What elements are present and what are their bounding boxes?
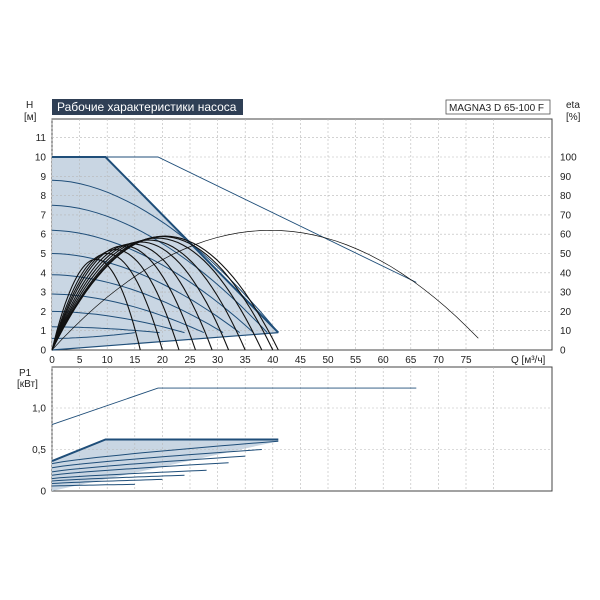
- y-tick-label-left: 7: [40, 210, 46, 221]
- y-axis-label-eta: eta: [566, 100, 580, 111]
- y-tick-label-left: 4: [40, 268, 46, 279]
- efficiency-curve: [51, 252, 163, 351]
- max-head-curve: [52, 156, 417, 283]
- power-plot: 0 0,5 1,0: [32, 366, 553, 498]
- x-tick-label: 5: [77, 355, 83, 366]
- head-curve: [52, 332, 135, 339]
- x-tick-label: 35: [240, 355, 252, 366]
- power-curve: [51, 478, 163, 484]
- power-envelope-outline: [51, 438, 279, 463]
- x-tick-label: 70: [433, 355, 445, 366]
- x-tick-label: 30: [212, 355, 224, 366]
- y-tick-label-right: 30: [560, 288, 572, 299]
- x-tick-label: 60: [378, 355, 390, 366]
- head-curve: [51, 253, 240, 334]
- y-tick-label-right: 90: [560, 172, 572, 183]
- efficiency-curve: [51, 239, 246, 351]
- head-efficiency-plot: 0 5 10 15 20 25 30 35 40 45 50 55 60 65 70 750123456789…: [35, 118, 577, 366]
- efficiency-curve: [51, 237, 263, 351]
- x-tick-label: 25: [184, 355, 196, 366]
- power-curve: [51, 449, 262, 469]
- head-curve: [51, 229, 254, 333]
- efficiency-curve: [51, 258, 141, 351]
- x-tick-label: 45: [295, 355, 307, 366]
- y-tick-label-left: 9: [40, 172, 46, 183]
- y-tick-label-right: 40: [560, 268, 572, 279]
- efficiency-curve: [51, 235, 279, 351]
- power-curve: [51, 483, 135, 487]
- y-tick-label-right: 10: [560, 326, 572, 337]
- x-tick-label: 55: [350, 355, 362, 366]
- title-background: [52, 99, 243, 115]
- power-curve: [51, 455, 246, 473]
- y-axis-unit-p1: [кВт]: [17, 379, 38, 390]
- model-label: MAGNA3 D 65-100 F: [449, 103, 544, 114]
- x-tick-label: 40: [267, 355, 279, 366]
- y-tick-label-left: 0: [40, 346, 46, 357]
- power-curve: [51, 462, 229, 476]
- efficiency-curve: [51, 235, 274, 351]
- y-tick-label-right: 100: [560, 153, 577, 164]
- y-axis-unit-h: [м]: [24, 112, 37, 123]
- power-curve: [51, 440, 279, 465]
- y-tick-label-left: 2: [40, 307, 46, 318]
- efficiency-curve: [51, 249, 180, 351]
- y-tick-label-power: 1,0: [32, 404, 46, 415]
- y-tick-label-right: 70: [560, 210, 572, 221]
- head-curve: [51, 326, 160, 334]
- power-curve: [51, 474, 185, 482]
- model-box: [445, 99, 551, 115]
- chart-title: Рабочие характеристики насоса: [57, 100, 237, 114]
- efficiency-curve: [51, 245, 197, 351]
- x-tick-label: 20: [157, 355, 169, 366]
- head-curve: [51, 179, 279, 333]
- y-tick-label-right: 0: [560, 346, 566, 357]
- max-efficiency-curve: [51, 229, 479, 351]
- y-tick-label-right: 80: [560, 191, 572, 202]
- y-tick-label-left: 11: [36, 133, 47, 144]
- x-tick-label: 75: [460, 355, 472, 366]
- y-tick-label-left: 8: [40, 191, 46, 202]
- y-axis-unit-eta: [%]: [566, 112, 581, 123]
- y-tick-label-power: 0,5: [32, 445, 46, 456]
- x-tick-label: 10: [102, 355, 114, 366]
- y-tick-label-right: 20: [560, 307, 572, 318]
- x-axis-label: Q [м³/ч]: [511, 355, 546, 366]
- y-axis-label-p1: P1: [19, 368, 32, 379]
- y-tick-label-power: 0: [40, 487, 46, 498]
- efficiency-curve: [51, 243, 213, 351]
- y-tick-label-left: 10: [35, 153, 47, 164]
- y-tick-label-right: 50: [560, 249, 572, 260]
- head-curve: [51, 310, 185, 334]
- y-tick-label-left: 6: [40, 230, 46, 241]
- x-tick-label: 15: [129, 355, 141, 366]
- efficiency-curve: [51, 241, 230, 351]
- y-axis-label-h: H: [26, 100, 33, 111]
- y-tick-label-right: 60: [560, 230, 572, 241]
- y-tick-label-left: 3: [40, 288, 46, 299]
- power-curve: [51, 469, 207, 480]
- y-tick-label-left: 5: [40, 249, 46, 260]
- x-tick-label: 65: [405, 355, 417, 366]
- x-tick-label: 50: [322, 355, 334, 366]
- max-power-curve: [51, 387, 417, 426]
- min-curve: [51, 332, 279, 351]
- x-tick-label: 0: [49, 355, 55, 366]
- y-tick-label-left: 1: [40, 326, 46, 337]
